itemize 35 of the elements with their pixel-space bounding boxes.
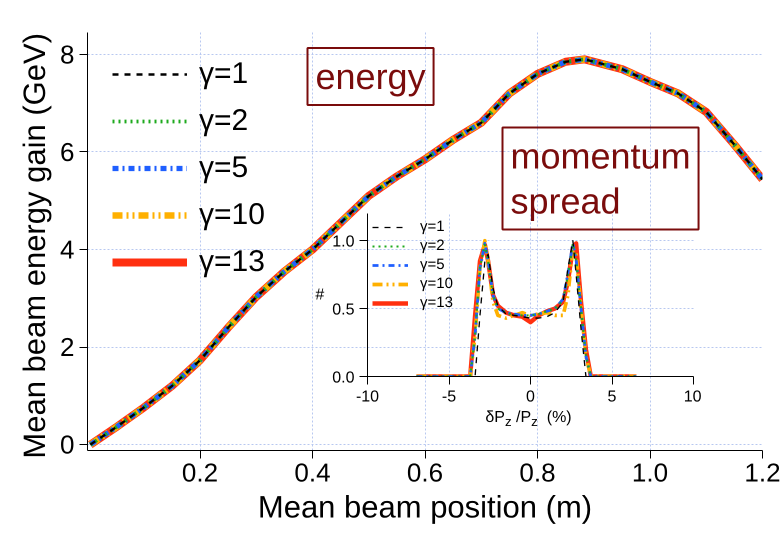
x-tick-label: 0.4 [294, 458, 331, 488]
y-tick-label: 4 [60, 234, 75, 265]
y-tick-label: 1.0 [332, 234, 355, 251]
legend-label: γ=10 [199, 198, 265, 232]
x-tick-label: 0.8 [519, 458, 556, 488]
xlabel: δP$_{z}$ /P$_{z}$ (%) [484, 409, 573, 430]
x-tick-label: -10 [356, 388, 380, 406]
annotation: momentum spread [510, 135, 691, 222]
y-axis-title: Mean beam energy gain (GeV) [17, 32, 52, 459]
legend-label: γ=5 [199, 151, 248, 185]
y-tick-label: 2 [60, 332, 75, 362]
y-tick-label: 0 [60, 430, 75, 460]
x-tick-label: 10 [684, 388, 702, 406]
y-tick-label: 0.5 [332, 302, 355, 319]
x-tick-label: -5 [442, 388, 456, 406]
legend-label: γ=10 [420, 275, 453, 292]
y-tick-label: 0.0 [332, 370, 355, 386]
x-tick-label: 0.6 [406, 458, 444, 488]
legend-label: γ=2 [420, 237, 445, 254]
y-axis-title: # [315, 286, 324, 304]
legend-label: γ=1 [420, 218, 445, 235]
x-tick-label: 0.2 [182, 458, 218, 488]
x-tick-label: 1.0 [632, 458, 668, 488]
y-tick-label: 6 [60, 137, 75, 167]
x-tick-label: 1.2 [744, 458, 781, 488]
x-tick-label: 0 [526, 388, 536, 406]
y-tick-label: 8 [60, 39, 75, 70]
legend-label: γ=13 [420, 294, 453, 311]
legend-label: γ=13 [199, 245, 265, 279]
x-tick-label: 5 [608, 388, 617, 406]
legend-label: γ=1 [199, 57, 248, 91]
annotation: energy [316, 56, 426, 97]
x-axis-title: Mean beam position (m) [258, 490, 592, 524]
legend-label: γ=5 [420, 256, 445, 273]
legend-label: γ=2 [199, 104, 248, 138]
